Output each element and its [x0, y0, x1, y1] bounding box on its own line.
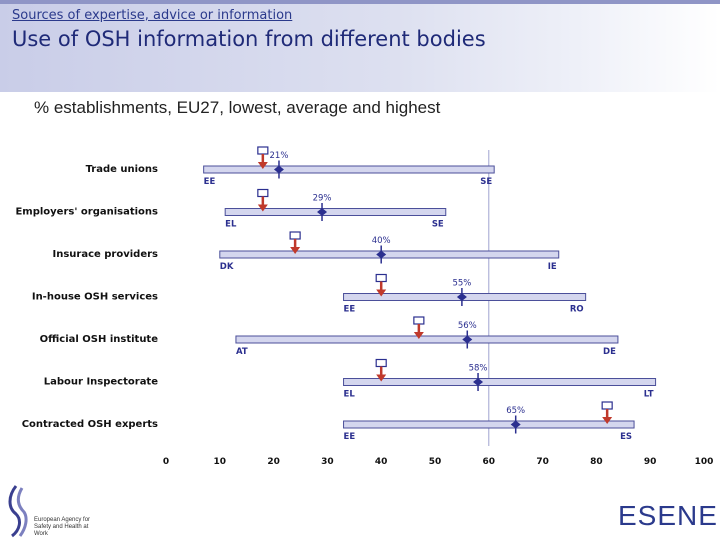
high-country-label: DE — [603, 347, 616, 357]
average-marker — [473, 378, 484, 386]
low-country-label: EE — [344, 432, 356, 442]
low-country-label: DK — [220, 262, 234, 272]
x-tick-label: 70 — [536, 457, 549, 467]
x-tick-label: 60 — [483, 457, 496, 467]
x-tick-label: 30 — [321, 457, 334, 467]
category-label: Employers' organisations — [15, 207, 158, 218]
category-label: Contracted OSH experts — [22, 419, 158, 430]
arrow-head — [376, 374, 387, 382]
high-country-label: RO — [570, 305, 584, 315]
average-value-label: 40% — [372, 236, 391, 246]
x-tick-label: 50 — [429, 457, 442, 467]
range-bar — [219, 250, 560, 259]
arrow-head — [257, 204, 268, 212]
flag-marker — [257, 146, 269, 155]
x-tick-label: 40 — [375, 457, 388, 467]
average-value-label: 65% — [506, 406, 525, 416]
high-country-label: IE — [548, 262, 557, 272]
low-country-label: EL — [225, 220, 237, 230]
header-band — [0, 0, 720, 92]
high-country-label: SE — [432, 220, 444, 230]
category-label: Labour Inspectorate — [44, 377, 158, 388]
x-tick-label: 90 — [644, 457, 657, 467]
arrow-head — [376, 289, 387, 297]
eu-osha-logo-icon — [8, 485, 28, 538]
range-chart: 0 10 20 30 40 50 60 70 80 90 100 Trade unions EE SE 21… — [15, 146, 714, 467]
high-country-label: LT — [644, 390, 654, 400]
average-marker — [456, 293, 467, 301]
x-tick-label: 20 — [267, 457, 280, 467]
category-label: Official OSH institute — [40, 334, 159, 345]
page-title: Use of OSH information from different bo… — [12, 27, 486, 51]
range-bar — [343, 378, 657, 386]
low-country-label: EL — [344, 390, 356, 400]
category-label: In-house OSH services — [32, 292, 158, 303]
range-bar — [343, 420, 635, 429]
category-label: Insurace providers — [52, 249, 158, 260]
arrow-head — [413, 332, 424, 339]
average-value-label: 29% — [313, 194, 332, 204]
agency-logo-text: European Agency for Safety and Health at… — [34, 517, 91, 537]
x-tick-label: 10 — [214, 457, 227, 467]
x-tick-label: 100 — [695, 457, 714, 467]
flag-marker — [375, 273, 387, 283]
low-country-label: AT — [236, 347, 248, 357]
arrow-head — [602, 417, 613, 424]
average-marker — [273, 165, 284, 174]
range-bar — [235, 335, 619, 344]
average-value-label: 58% — [469, 364, 488, 374]
average-marker — [317, 208, 328, 216]
average-value-label: 21% — [270, 151, 289, 161]
category-label: Trade unions — [86, 164, 158, 175]
header-top-line — [0, 0, 720, 4]
flag-marker — [289, 231, 301, 240]
high-country-label: SE — [480, 177, 492, 187]
x-tick-label: 80 — [590, 457, 603, 467]
x-tick-label: 0 — [163, 457, 169, 467]
chart-caption: % establishments, EU27, lowest, average … — [34, 98, 441, 117]
page-subtitle[interactable]: Sources of expertise, advice or informat… — [12, 8, 293, 23]
average-value-label: 55% — [452, 279, 471, 289]
flag-marker — [601, 401, 613, 410]
low-country-label: EE — [344, 305, 356, 315]
flag-marker — [413, 316, 425, 325]
high-country-label: ES — [620, 432, 632, 442]
flag-marker — [375, 358, 387, 368]
low-country-label: EE — [204, 177, 216, 187]
arrow-head — [257, 162, 268, 169]
range-bar — [224, 208, 447, 216]
average-marker — [376, 250, 387, 259]
flag-marker — [257, 188, 269, 198]
esener-logo: ESENER — [618, 500, 720, 531]
arrow-head — [290, 247, 301, 254]
average-marker — [462, 335, 473, 344]
average-marker — [510, 420, 521, 429]
range-bar — [203, 165, 495, 174]
average-value-label: 56% — [458, 321, 477, 331]
